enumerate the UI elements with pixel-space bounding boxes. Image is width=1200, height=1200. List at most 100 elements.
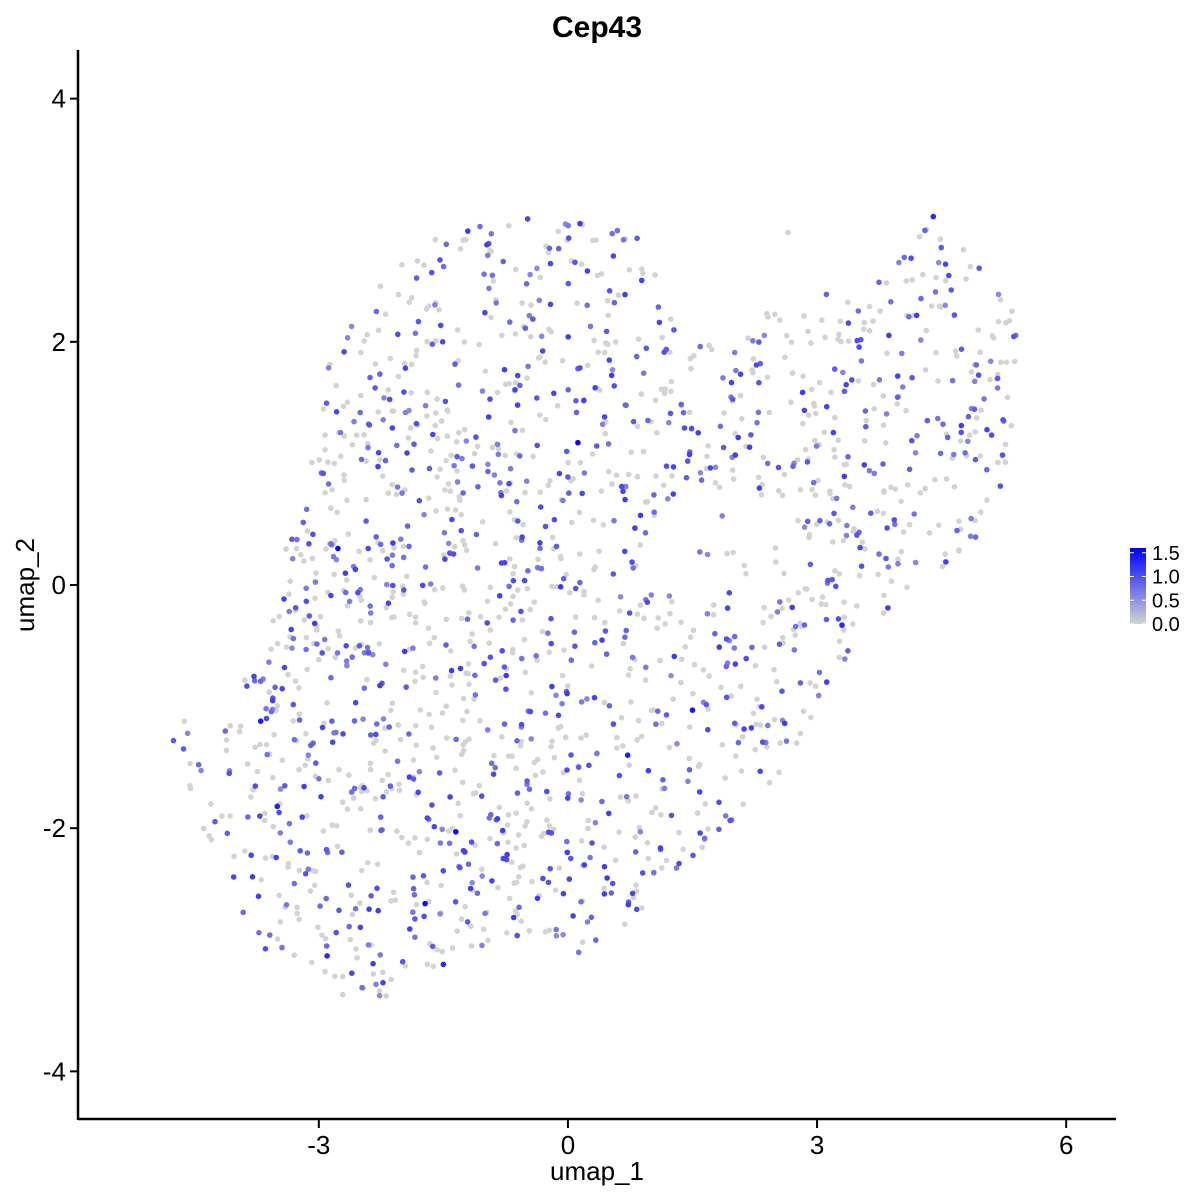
cell-point	[319, 932, 325, 938]
cell-point	[841, 614, 847, 620]
cell-point	[360, 716, 366, 722]
cell-point	[404, 573, 410, 580]
cell-point	[413, 420, 420, 427]
cell-point	[501, 721, 508, 727]
cell-point	[743, 655, 749, 662]
cell-point	[443, 616, 450, 623]
cell-point	[206, 833, 212, 839]
cell-point	[785, 229, 791, 236]
cell-point	[687, 634, 694, 640]
cell-point	[894, 373, 901, 379]
cell-point	[474, 565, 481, 571]
cell-point	[417, 707, 424, 713]
cell-point	[479, 388, 486, 394]
cell-point	[801, 524, 808, 530]
cell-point	[779, 492, 786, 499]
cell-point	[303, 585, 310, 592]
cell-point	[322, 968, 328, 975]
cell-point	[437, 322, 444, 329]
cell-point	[630, 894, 637, 901]
cell-point	[988, 432, 995, 438]
cell-point	[380, 716, 387, 722]
cell-point	[972, 456, 979, 463]
cell-point	[637, 602, 644, 608]
cell-point	[263, 741, 270, 748]
cell-point	[553, 933, 560, 939]
cell-point	[894, 394, 901, 401]
cell-point	[789, 370, 796, 376]
cell-point	[439, 948, 446, 955]
cell-point	[402, 963, 409, 969]
cell-point	[877, 308, 883, 314]
cell-point	[971, 378, 978, 385]
cell-point	[557, 584, 564, 590]
cell-point	[353, 946, 359, 952]
cell-point	[842, 656, 848, 662]
cell-point	[841, 461, 847, 468]
cell-point	[939, 563, 946, 570]
cell-point	[224, 830, 231, 837]
cell-point	[336, 907, 342, 914]
cell-point	[781, 570, 787, 577]
cell-point	[654, 625, 660, 631]
cell-point	[594, 750, 600, 757]
cell-point	[978, 509, 984, 515]
cell-point	[351, 785, 358, 792]
cell-point	[761, 644, 768, 650]
cell-point	[805, 328, 811, 335]
cell-point	[519, 300, 525, 306]
cell-point	[651, 492, 657, 498]
cell-point	[496, 614, 502, 620]
cell-point	[655, 304, 662, 310]
cell-point	[436, 770, 443, 776]
cell-point	[433, 689, 439, 696]
cell-point	[611, 299, 618, 306]
cell-point	[502, 452, 509, 459]
cell-point	[341, 477, 348, 484]
cell-point	[606, 357, 613, 363]
legend-label: 1.0	[1152, 567, 1180, 589]
cell-point	[633, 353, 640, 360]
cell-point	[523, 281, 530, 287]
cell-point	[753, 362, 760, 368]
cell-point	[943, 559, 949, 565]
cell-point	[555, 712, 562, 719]
cell-point	[367, 732, 374, 738]
cell-point	[765, 722, 771, 729]
cell-point	[547, 260, 554, 267]
cell-point	[928, 303, 935, 309]
cell-point	[226, 770, 232, 777]
cell-point	[813, 443, 820, 449]
cell-point	[861, 462, 868, 468]
cell-point	[425, 625, 432, 631]
cell-point	[972, 429, 978, 435]
cell-point	[469, 463, 476, 469]
cell-point	[491, 472, 498, 478]
cell-point	[565, 791, 572, 797]
cell-point	[788, 399, 794, 406]
cell-point	[912, 559, 919, 566]
cell-point	[479, 873, 486, 879]
cell-point	[870, 318, 876, 324]
cell-point	[184, 730, 191, 737]
cell-point	[629, 654, 636, 661]
cell-point	[606, 288, 613, 294]
cell-point	[367, 619, 374, 626]
cell-point	[690, 690, 696, 697]
cell-point	[559, 672, 566, 679]
cell-point	[302, 762, 309, 769]
cell-point	[437, 466, 444, 473]
cell-point	[563, 448, 570, 455]
cell-point	[484, 598, 491, 605]
cell-point	[995, 371, 1001, 378]
cell-point	[332, 654, 339, 661]
cell-point	[737, 683, 744, 690]
cell-point	[511, 563, 518, 570]
cell-point	[634, 423, 641, 430]
cell-point	[756, 379, 762, 386]
cell-point	[317, 903, 323, 909]
cell-point	[367, 374, 373, 381]
cell-point	[794, 456, 801, 463]
cell-point	[357, 806, 364, 812]
cell-point	[394, 828, 400, 834]
